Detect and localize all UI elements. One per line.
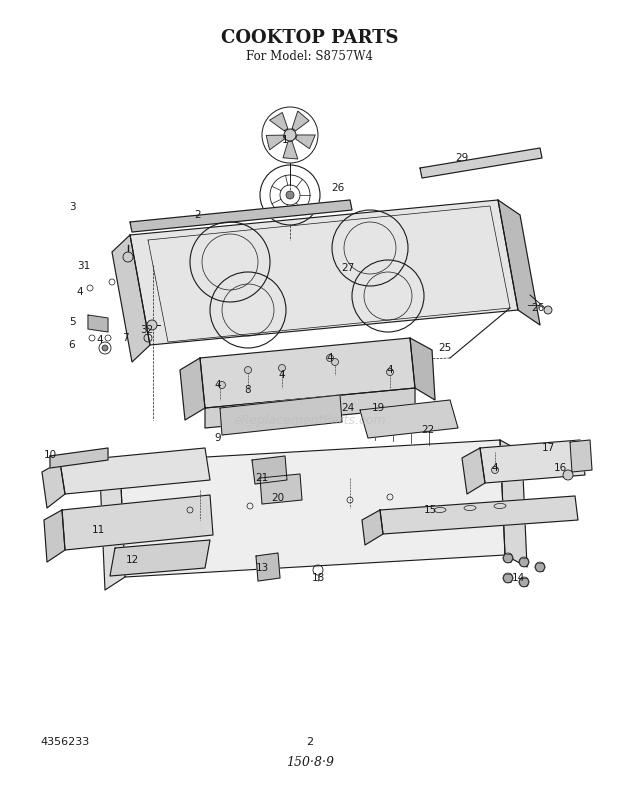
Text: 12: 12 [125,555,139,565]
Circle shape [519,577,529,587]
Polygon shape [362,510,383,545]
Text: eReplacementParts.com: eReplacementParts.com [234,413,386,427]
Text: 31: 31 [78,261,91,271]
Text: 19: 19 [371,403,384,413]
Circle shape [332,358,339,365]
Polygon shape [420,148,542,178]
Polygon shape [205,388,415,428]
Circle shape [535,562,545,572]
Circle shape [327,354,334,361]
Circle shape [147,320,157,330]
Circle shape [284,129,296,141]
Polygon shape [570,440,592,472]
Text: 17: 17 [541,443,555,453]
Text: 4: 4 [327,353,334,363]
Text: 26: 26 [331,183,345,193]
Text: 6: 6 [69,340,75,350]
Polygon shape [360,400,458,438]
Text: 7: 7 [122,333,128,343]
Text: 24: 24 [342,403,355,413]
Polygon shape [252,456,287,484]
Text: 3: 3 [69,202,75,212]
Circle shape [102,345,108,351]
Polygon shape [180,358,205,420]
Circle shape [244,367,252,373]
Circle shape [563,470,573,480]
Text: 5: 5 [69,317,75,327]
Circle shape [218,382,226,388]
Circle shape [503,573,513,583]
Text: 29: 29 [455,153,469,163]
Polygon shape [462,448,485,494]
Text: 11: 11 [91,525,105,535]
Polygon shape [120,440,505,577]
Text: 13: 13 [255,563,268,573]
Polygon shape [380,496,578,534]
Text: 1: 1 [281,135,288,145]
Text: 20: 20 [272,493,285,503]
Text: 4: 4 [492,463,498,473]
Text: 4: 4 [215,380,221,390]
Polygon shape [44,510,65,562]
Text: 21: 21 [255,473,268,483]
Circle shape [278,365,285,372]
Text: 25: 25 [438,343,451,353]
Text: 9: 9 [215,433,221,443]
Polygon shape [270,113,288,131]
Text: 10: 10 [43,450,56,460]
Circle shape [123,252,133,262]
Polygon shape [100,462,125,590]
Polygon shape [42,462,65,508]
Polygon shape [283,142,298,159]
Text: For Model: S8757W4: For Model: S8757W4 [247,50,373,62]
Circle shape [503,553,513,563]
Polygon shape [88,315,108,332]
Circle shape [519,557,529,567]
Text: 8: 8 [245,385,251,395]
Polygon shape [110,540,210,576]
Polygon shape [292,111,309,131]
Text: 2: 2 [306,737,314,747]
Polygon shape [410,338,435,400]
Text: 4: 4 [77,287,83,297]
Polygon shape [266,135,285,150]
Text: 22: 22 [422,425,435,435]
Text: 18: 18 [311,573,325,583]
Text: 32: 32 [140,325,154,335]
Polygon shape [500,440,527,567]
Polygon shape [260,474,302,504]
Text: 16: 16 [554,463,567,473]
Circle shape [386,368,394,376]
Polygon shape [220,395,342,435]
Circle shape [286,191,294,199]
Text: 150·8·9: 150·8·9 [286,756,334,768]
Text: 2: 2 [195,210,202,220]
Polygon shape [130,200,352,232]
Polygon shape [296,135,315,148]
Text: COOKTOP PARTS: COOKTOP PARTS [221,29,399,47]
Polygon shape [200,338,415,408]
Text: 4356233: 4356233 [40,737,89,747]
Text: 4: 4 [278,370,285,380]
Text: 4: 4 [387,365,393,375]
Text: 15: 15 [423,505,436,515]
Polygon shape [498,200,540,325]
Text: 4: 4 [97,335,104,345]
Polygon shape [256,553,280,581]
Text: 26: 26 [531,303,544,313]
Polygon shape [62,495,213,550]
Polygon shape [60,448,210,494]
Polygon shape [50,448,108,468]
Circle shape [544,306,552,314]
Polygon shape [112,235,150,362]
Polygon shape [130,200,518,345]
Text: 27: 27 [342,263,355,273]
Text: 14: 14 [512,573,525,583]
Polygon shape [480,440,585,483]
Circle shape [492,466,498,473]
